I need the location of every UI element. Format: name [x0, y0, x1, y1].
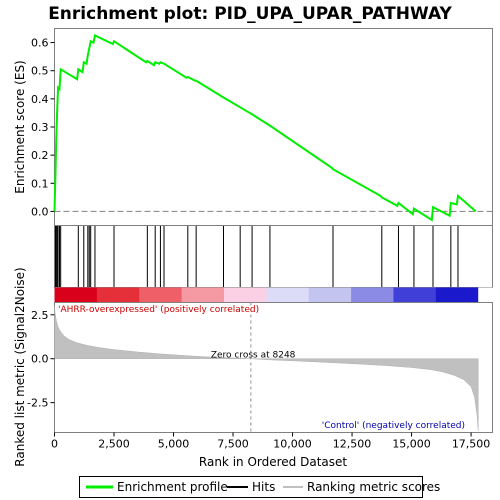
legend-enrichment-label: Enrichment profile: [117, 480, 228, 494]
x-tick-label: 5,000: [158, 438, 190, 451]
metric-y-tick-label: 0.0: [31, 353, 49, 366]
heatmap-segment: [393, 287, 437, 303]
negative-correlation-label: 'Control' (negatively correlated): [322, 421, 465, 431]
es-y-tick-label: 0.6: [31, 37, 49, 50]
metric-y-axis: -2.5 0.0 2.5: [27, 309, 55, 410]
x-tick-label: 2,500: [98, 438, 130, 451]
metric-y-tick-label: -2.5: [27, 397, 48, 410]
es-y-tick-label: 0.0: [31, 205, 49, 218]
x-tick-label: 17,500: [452, 438, 491, 451]
enrichment-profile-line: [53, 34, 477, 222]
metric-y-tick-label: 2.5: [31, 309, 49, 322]
heatmap-segment: [139, 287, 183, 303]
es-y-tick-label: 0.2: [31, 149, 49, 162]
heatmap-segment: [266, 287, 310, 303]
heatmap-segment: [96, 287, 140, 303]
legend: Enrichment profile Hits Ranking metric s…: [79, 476, 440, 498]
legend-metric-label: Ranking metric scores: [307, 480, 440, 494]
chart-title: Enrichment plot: PID_UPA_UPAR_PATHWAY: [48, 4, 452, 24]
heatmap-segment: [308, 287, 352, 303]
es-y-tick-label: 0.3: [31, 121, 49, 134]
es-y-axis-label: Enrichment score (ES): [13, 60, 27, 193]
heatmap-segment: [351, 287, 394, 303]
rank-heatmap-band: [54, 287, 493, 303]
metric-y-axis-label: Ranked list metric (Signal2Noise): [13, 267, 27, 466]
legend-hits-label: Hits: [252, 480, 275, 494]
heatmap-segment: [181, 287, 225, 303]
hits-panel-frame: [54, 225, 493, 288]
heatmap-empty: [478, 287, 493, 303]
x-tick-label: 15,000: [392, 438, 431, 451]
es-y-axis: 0.0 0.1 0.2 0.3 0.4 0.5 0.6: [31, 37, 55, 218]
x-tick-label: 10,000: [273, 438, 312, 451]
heatmap-segment: [223, 287, 267, 303]
es-y-tick-label: 0.1: [31, 177, 49, 190]
x-tick-label: 7,500: [217, 438, 249, 451]
heatmap-segment: [54, 287, 98, 303]
x-axis-label: Rank in Ordered Dataset: [199, 455, 347, 469]
x-tick-label: 0: [51, 438, 58, 451]
heatmap-segment: [435, 287, 479, 303]
hits-markers: [54, 226, 459, 287]
es-y-tick-label: 0.4: [31, 93, 49, 106]
positive-correlation-label: 'AHRR-overexpressed' (positively correla…: [58, 305, 259, 315]
x-axis: 0 2,500 5,000 7,500 10,000 12,500 15,000 17,500: [51, 432, 491, 451]
zero-cross-label: Zero cross at 8248: [211, 351, 296, 361]
es-y-tick-label: 0.5: [31, 65, 49, 78]
x-tick-label: 12,500: [333, 438, 372, 451]
